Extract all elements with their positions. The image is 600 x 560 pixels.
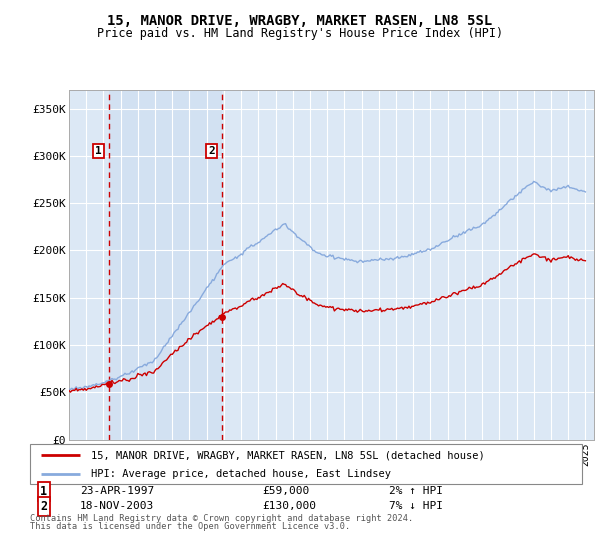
Text: HPI: Average price, detached house, East Lindsey: HPI: Average price, detached house, East… [91,469,391,479]
Bar [109,90,222,440]
Text: 1: 1 [95,146,102,156]
FancyBboxPatch shape [30,444,582,484]
Text: 2: 2 [208,146,215,156]
Text: 2% ↑ HPI: 2% ↑ HPI [389,487,443,496]
Text: 23-APR-1997: 23-APR-1997 [80,487,154,496]
Text: 7% ↓ HPI: 7% ↓ HPI [389,502,443,511]
Text: Price paid vs. HM Land Registry's House Price Index (HPI): Price paid vs. HM Land Registry's House … [97,27,503,40]
Text: 2: 2 [40,500,47,513]
Text: Contains HM Land Registry data © Crown copyright and database right 2024.: Contains HM Land Registry data © Crown c… [30,514,413,523]
Text: 18-NOV-2003: 18-NOV-2003 [80,502,154,511]
Text: 15, MANOR DRIVE, WRAGBY, MARKET RASEN, LN8 5SL: 15, MANOR DRIVE, WRAGBY, MARKET RASEN, L… [107,14,493,28]
Text: 1: 1 [40,485,47,498]
Text: 15, MANOR DRIVE, WRAGBY, MARKET RASEN, LN8 5SL (detached house): 15, MANOR DRIVE, WRAGBY, MARKET RASEN, L… [91,450,484,460]
Text: £59,000: £59,000 [262,487,309,496]
Text: This data is licensed under the Open Government Licence v3.0.: This data is licensed under the Open Gov… [30,522,350,531]
Text: £130,000: £130,000 [262,502,316,511]
